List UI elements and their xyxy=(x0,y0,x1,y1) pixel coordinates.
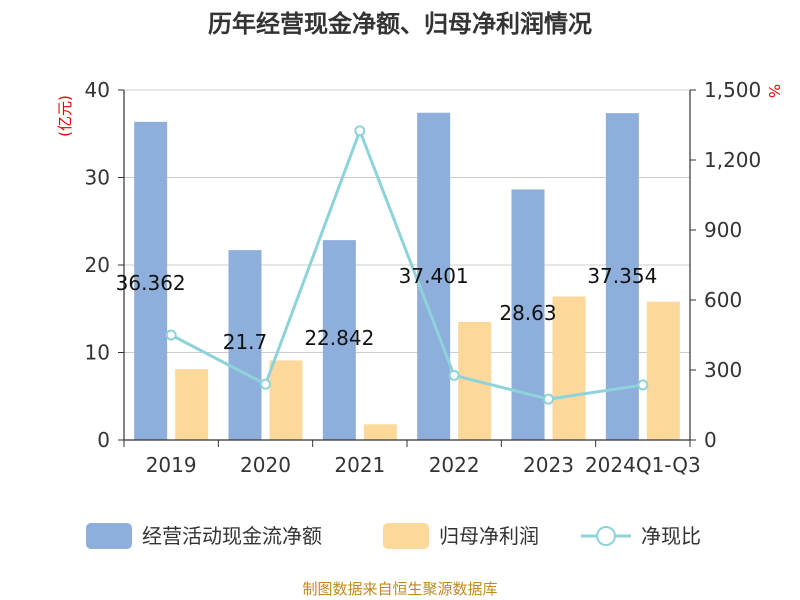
y-right-tick-label: 300 xyxy=(704,358,742,382)
legend-swatch-net-profit xyxy=(383,523,429,549)
y-left-tick-label: 20 xyxy=(85,253,110,277)
y-left-tick-label: 40 xyxy=(85,78,110,102)
line-point xyxy=(260,378,271,390)
line-point xyxy=(543,393,554,405)
legend-label-net-profit: 归母净利润 xyxy=(439,524,539,548)
line-series xyxy=(165,125,649,405)
line-net-cash-ratio xyxy=(170,126,644,401)
data-label: 37.401 xyxy=(399,264,469,288)
grid xyxy=(124,89,690,353)
bar-net-profit xyxy=(269,360,303,440)
y-right-tick-label: 900 xyxy=(704,218,742,242)
data-label: 37.354 xyxy=(587,264,657,288)
line-point xyxy=(637,379,649,391)
y-left-unit: (亿元) xyxy=(56,95,74,137)
bar-cashflow xyxy=(417,112,451,441)
legend-label-ratio: 净现比 xyxy=(641,524,701,548)
bar-net-profit xyxy=(175,369,209,440)
line-point xyxy=(354,125,366,137)
legend-label-cashflow: 经营活动现金流净额 xyxy=(142,524,322,548)
bar-net-profit xyxy=(646,301,680,440)
x-tick-label: 2024Q1-Q3 xyxy=(585,453,701,477)
y-right-tick-label: 600 xyxy=(704,288,742,312)
y-right-tick-label: 1,200 xyxy=(704,148,761,172)
data-label: 21.7 xyxy=(223,330,268,354)
line-point xyxy=(165,329,177,341)
bar-net-profit xyxy=(552,296,586,440)
data-label: 36.362 xyxy=(116,271,186,295)
y-left-tick-label: 30 xyxy=(85,166,110,190)
y-left-tick-label: 0 xyxy=(97,428,110,452)
bar-cashflow xyxy=(322,240,356,440)
bar-cashflow xyxy=(134,121,168,441)
bar-cashflow xyxy=(228,250,262,440)
y-right-tick-label: 0 xyxy=(704,428,717,452)
y-right-unit: % xyxy=(765,84,783,98)
data-label: 22.842 xyxy=(304,326,374,350)
x-tick-label: 2019 xyxy=(146,453,197,477)
data-label: 28.63 xyxy=(499,301,556,325)
line-point xyxy=(448,369,460,381)
x-tick-label: 2021 xyxy=(334,453,385,477)
y-left-tick-label: 10 xyxy=(85,341,110,365)
data-labels: 36.362 21.7 22.842 37.401 28.63 37.354 xyxy=(116,264,658,354)
y-right-tick-label: 1,500 xyxy=(704,78,761,102)
legend-swatch-cashflow xyxy=(86,523,132,549)
legend: 经营活动现金流净额 归母净利润 净现比 xyxy=(86,523,701,549)
bar-net-profit xyxy=(363,424,397,440)
chart-title: 历年经营现金净额、归母净利润情况 xyxy=(208,10,592,38)
x-tick-label: 2022 xyxy=(429,453,480,477)
x-tick-label: 2023 xyxy=(523,453,574,477)
x-tick-label: 2020 xyxy=(240,453,291,477)
legend-swatch-marker xyxy=(596,526,616,546)
axes: 0 10 20 30 40 0 300 600 900 1,200 1,500 (亿元)% 2019 20… xyxy=(56,78,783,477)
source-note: 制图数据来自恒生聚源数据库 xyxy=(302,580,497,598)
